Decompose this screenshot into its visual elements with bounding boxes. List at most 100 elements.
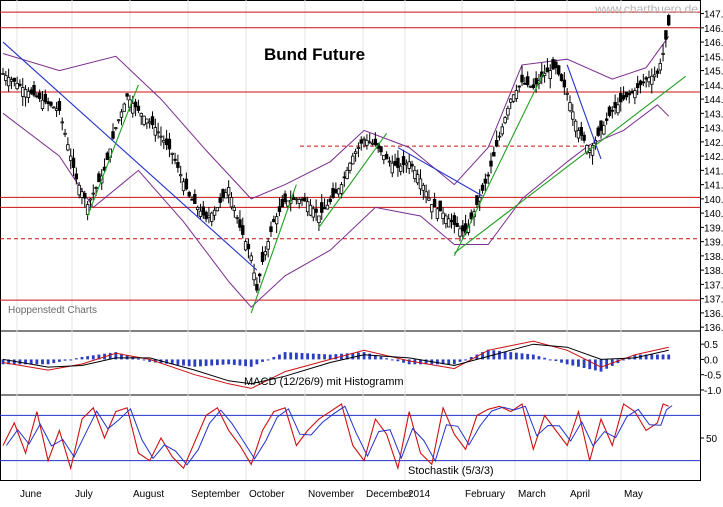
candle-body bbox=[111, 131, 115, 139]
candle-body bbox=[503, 117, 507, 124]
candle-body bbox=[384, 154, 389, 160]
candle-body bbox=[12, 77, 16, 82]
x-tick-label: September bbox=[191, 489, 241, 500]
macd-label: MACD (12/26/9) mit Histogramm bbox=[244, 376, 404, 388]
candle-body bbox=[232, 207, 237, 211]
macd-histogram-bar bbox=[526, 353, 530, 360]
candle-body bbox=[638, 80, 643, 86]
candle-body bbox=[23, 88, 28, 98]
y-tick-label: 144.0 bbox=[704, 95, 723, 106]
candle-body bbox=[399, 165, 403, 172]
candle-body bbox=[63, 132, 67, 135]
macd-histogram-bar bbox=[486, 349, 490, 360]
macd-histogram-bar bbox=[266, 359, 270, 361]
y-tick-label: 146.0 bbox=[704, 38, 723, 49]
macd-histogram-bar bbox=[294, 352, 298, 360]
candle-body bbox=[308, 204, 313, 216]
trend-line bbox=[2, 41, 258, 271]
candle-body bbox=[339, 184, 344, 194]
macd-histogram-bar bbox=[379, 356, 383, 360]
candle-body bbox=[314, 208, 318, 213]
candle-body bbox=[523, 82, 527, 85]
macd-histogram-bar bbox=[548, 359, 552, 361]
candle-body bbox=[43, 93, 48, 103]
candle-body bbox=[210, 212, 214, 222]
bollinger-lower bbox=[2, 104, 670, 308]
macd-histogram-bar bbox=[24, 359, 27, 365]
macd-histogram-bar bbox=[588, 359, 592, 370]
trend-line bbox=[453, 70, 546, 257]
macd-histogram-bar bbox=[447, 359, 451, 365]
candle-body bbox=[246, 243, 251, 250]
candle-body bbox=[119, 111, 124, 118]
macd-histogram-bar bbox=[396, 359, 400, 362]
candle-body bbox=[387, 160, 392, 163]
macd-histogram-bar bbox=[424, 359, 428, 365]
macd-histogram-bar bbox=[323, 354, 326, 360]
candle-body bbox=[664, 30, 668, 40]
y-tick-label: 137.0 bbox=[704, 295, 723, 306]
candle-body bbox=[525, 76, 530, 86]
candle-body bbox=[241, 225, 245, 235]
candle-body bbox=[260, 251, 265, 262]
macd-histogram-bar bbox=[148, 359, 152, 362]
candle-body bbox=[269, 226, 273, 233]
candle-body bbox=[252, 272, 256, 281]
candle-body bbox=[317, 215, 321, 224]
candle-body bbox=[655, 70, 660, 74]
candle-body bbox=[506, 107, 510, 116]
candle-body bbox=[441, 212, 445, 219]
candle-body bbox=[458, 228, 462, 237]
candle-body bbox=[478, 197, 482, 202]
candle-body bbox=[322, 207, 327, 210]
candle-body bbox=[604, 118, 609, 121]
candle-body bbox=[410, 163, 414, 167]
candle-body bbox=[413, 169, 417, 179]
candle-body bbox=[46, 101, 50, 105]
candle-body bbox=[193, 194, 197, 205]
candle-body bbox=[6, 77, 11, 87]
candle-body bbox=[257, 273, 262, 277]
candle-body bbox=[57, 100, 62, 111]
candle-body bbox=[328, 198, 332, 203]
candle-body bbox=[184, 178, 189, 190]
candle-body bbox=[331, 188, 335, 198]
candle-body bbox=[613, 101, 617, 109]
candle-body bbox=[571, 111, 575, 120]
candle-body bbox=[114, 127, 118, 129]
candle-body bbox=[187, 192, 191, 197]
candle-body bbox=[153, 127, 158, 136]
y-tick-label: 141.0 bbox=[704, 181, 723, 192]
candle-body bbox=[452, 215, 457, 225]
macd-histogram-bar bbox=[571, 359, 575, 366]
macd-histogram-bar bbox=[244, 359, 247, 367]
macd-histogram-bar bbox=[503, 351, 507, 360]
candle-body bbox=[475, 195, 479, 205]
y-tick-label: 140.5 bbox=[704, 195, 723, 206]
candle-body bbox=[528, 85, 533, 88]
candle-body bbox=[554, 61, 558, 69]
candle-body bbox=[303, 197, 307, 202]
candle-body bbox=[52, 106, 56, 109]
candle-body bbox=[602, 125, 606, 135]
candle-body bbox=[500, 126, 504, 135]
candle-body bbox=[610, 109, 614, 112]
candle-body bbox=[621, 95, 626, 100]
y-tick-label: 144.5 bbox=[704, 81, 723, 92]
candle-body bbox=[215, 207, 220, 212]
candle-body bbox=[345, 169, 349, 179]
y-tick-label: 142.5 bbox=[704, 138, 723, 149]
candle-body bbox=[18, 83, 22, 86]
candle-body bbox=[291, 196, 296, 200]
candle-body bbox=[435, 208, 440, 219]
x-tick-label: October bbox=[249, 489, 285, 500]
macd-histogram-bar bbox=[289, 352, 293, 360]
candle-body bbox=[201, 206, 205, 216]
macd-histogram-bar bbox=[441, 359, 445, 365]
candle-body bbox=[91, 192, 95, 195]
candle-body bbox=[342, 176, 347, 179]
macd-histogram-bar bbox=[261, 359, 264, 362]
macd-histogram-bar bbox=[74, 358, 78, 360]
candle-body bbox=[195, 207, 200, 211]
